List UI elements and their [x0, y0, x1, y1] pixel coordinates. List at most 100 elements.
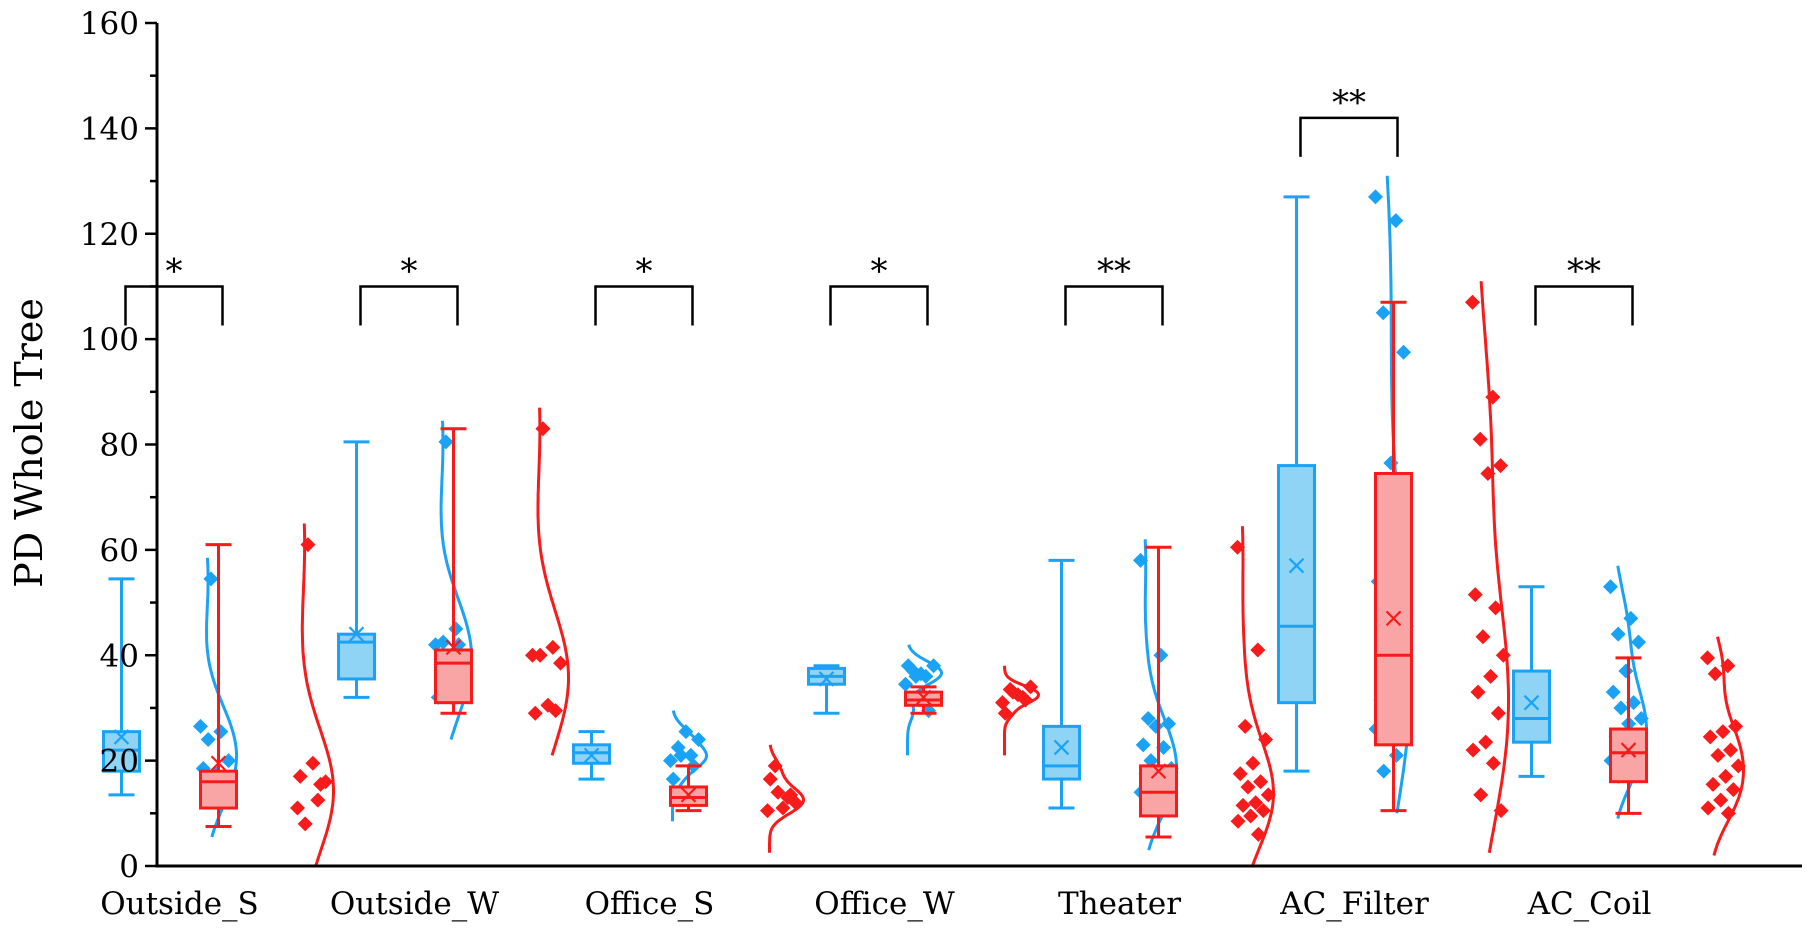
data-point — [762, 771, 778, 787]
mean-marker — [113, 729, 130, 745]
data-point — [305, 755, 321, 771]
data-point — [448, 621, 464, 637]
data-point — [1232, 766, 1248, 782]
data-point — [1702, 729, 1718, 745]
data-point — [1388, 747, 1404, 763]
y-tick-label: 0 — [119, 849, 139, 885]
mean-marker — [1288, 557, 1305, 574]
significance-bracket — [1299, 116, 1399, 157]
data-point — [1700, 650, 1715, 666]
data-point — [297, 816, 313, 832]
data-point — [553, 655, 569, 671]
data-point — [767, 758, 783, 774]
data-point — [1603, 579, 1618, 595]
data-point — [213, 724, 229, 740]
data-point — [1713, 792, 1729, 808]
mean-marker — [583, 747, 600, 764]
data-point — [313, 776, 329, 792]
significance-label: ** — [1097, 251, 1131, 291]
data-point — [435, 634, 451, 650]
data-point — [1610, 626, 1626, 642]
data-point — [300, 537, 316, 553]
density-curve — [536, 407, 570, 756]
data-point — [1618, 663, 1634, 679]
mean-marker — [210, 755, 227, 772]
data-point — [1493, 803, 1509, 819]
mean-marker — [1053, 739, 1070, 756]
box — [199, 769, 238, 810]
data-point — [900, 658, 916, 674]
data-point — [665, 771, 681, 787]
data-point — [1488, 600, 1504, 616]
data-point — [908, 668, 924, 684]
significance-label: * — [871, 251, 888, 291]
data-point — [1728, 718, 1744, 734]
data-point — [1140, 710, 1156, 726]
y-tick-label: 20 — [100, 744, 139, 780]
x-tick-label: Office_W — [814, 886, 955, 922]
data-point — [775, 800, 791, 816]
data-point — [1250, 826, 1266, 842]
data-point — [200, 732, 216, 748]
y-tick-label: 40 — [100, 638, 139, 674]
significance-bracket — [594, 285, 694, 326]
mean-marker — [915, 689, 932, 706]
data-point — [760, 803, 775, 819]
x-tick-label: Outside_S — [100, 886, 259, 922]
data-point — [1023, 679, 1039, 695]
data-point — [1260, 787, 1276, 803]
data-point — [691, 732, 707, 748]
data-point — [292, 768, 308, 784]
data-point — [926, 658, 942, 674]
data-point — [1473, 787, 1489, 803]
y-tick-label: 60 — [100, 533, 139, 569]
density-curve — [1240, 526, 1276, 867]
red-series-Office_S — [669, 744, 806, 853]
data-point — [1472, 431, 1488, 447]
y-axis-label: PD Whole Tree — [7, 298, 51, 588]
y-tick-label: 80 — [100, 428, 139, 464]
data-point — [1465, 742, 1481, 758]
data-point — [1467, 587, 1483, 603]
box — [1609, 727, 1648, 784]
data-point — [1720, 805, 1736, 821]
data-point — [1633, 710, 1649, 726]
data-point — [1493, 458, 1509, 474]
data-point — [1490, 705, 1506, 721]
data-point — [545, 639, 561, 655]
significance-label: ** — [1332, 83, 1366, 123]
mean-marker — [1523, 694, 1540, 711]
significance-bracket — [1534, 285, 1634, 326]
data-point — [1230, 539, 1245, 555]
data-point — [1388, 213, 1404, 229]
mean-marker — [818, 671, 835, 687]
data-point — [1230, 813, 1246, 829]
data-point — [193, 718, 208, 734]
data-point — [1480, 465, 1496, 481]
box — [1512, 669, 1551, 744]
x-tick-label: AC_Coil — [1527, 886, 1652, 922]
data-point — [525, 647, 540, 663]
data-point — [1707, 666, 1723, 682]
density-curve — [1003, 665, 1041, 756]
red-series-Theater — [1139, 526, 1276, 867]
data-point — [1495, 647, 1511, 663]
significance-bracket — [829, 285, 929, 326]
density-curve — [1479, 281, 1510, 854]
data-point — [1258, 732, 1274, 748]
data-point — [1253, 774, 1269, 790]
data-point — [1718, 768, 1734, 784]
box — [1374, 471, 1413, 747]
data-point — [770, 784, 786, 800]
red-series-AC_Filter — [1374, 281, 1511, 854]
red-series-Office_W — [904, 665, 1041, 756]
data-point — [1715, 724, 1731, 740]
x-tick-label: Theater — [1058, 886, 1181, 922]
significance-label: * — [166, 251, 183, 291]
data-point — [1376, 763, 1392, 779]
data-point — [532, 647, 548, 663]
y-tick-label: 120 — [80, 217, 139, 253]
red-series-Outside_S — [199, 523, 335, 867]
data-point — [1240, 779, 1256, 795]
data-point — [673, 747, 689, 763]
